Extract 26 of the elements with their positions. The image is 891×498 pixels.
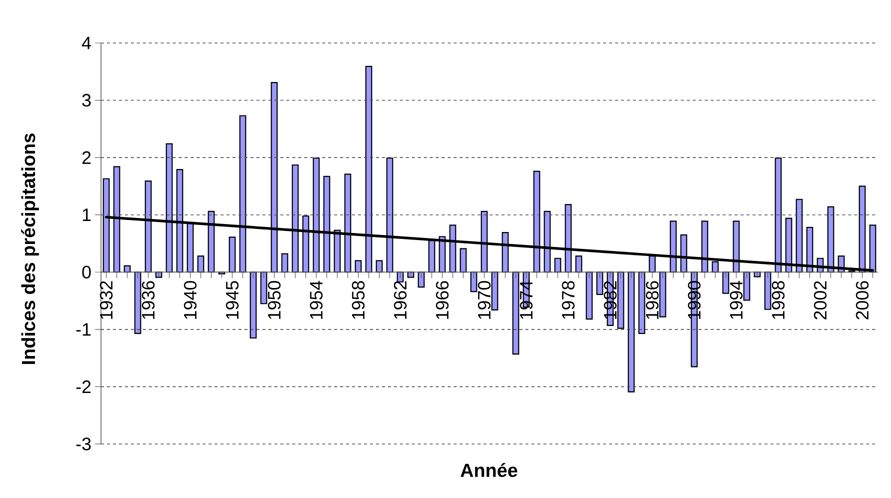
x-tick-label: 1954 bbox=[310, 280, 323, 319]
x-tick-label: 1958 bbox=[352, 281, 365, 319]
x-tick-label: 1962 bbox=[394, 281, 407, 319]
y-tick-label: 1 bbox=[82, 208, 91, 222]
x-tick-label: 1936 bbox=[142, 281, 155, 319]
x-tick-label: 1998 bbox=[772, 281, 785, 319]
y-tick-label: 4 bbox=[82, 36, 91, 50]
y-tick-label: -1 bbox=[76, 323, 91, 336]
x-tick-label: 1970 bbox=[478, 281, 491, 319]
x-tick-label: 1940 bbox=[184, 281, 197, 319]
x-axis-title: Année bbox=[460, 462, 518, 478]
y-tick-label: 2 bbox=[82, 151, 91, 164]
x-tick-label: 1932 bbox=[100, 281, 113, 319]
x-tick-label: 1986 bbox=[646, 281, 659, 319]
y-axis-title: Indices des précipitations bbox=[21, 134, 39, 364]
x-tick-label: 1950 bbox=[268, 281, 281, 319]
x-tick-label: 1978 bbox=[562, 281, 575, 319]
y-tick-label: -3 bbox=[76, 438, 91, 450]
x-tick-label: 1994 bbox=[730, 280, 743, 319]
x-tick-label: 1945 bbox=[226, 281, 239, 319]
y-tick-label: -2 bbox=[76, 380, 91, 393]
y-tick-label: 0 bbox=[82, 266, 91, 278]
x-tick-label: 2002 bbox=[814, 281, 827, 320]
x-tick-label: 2006 bbox=[856, 281, 869, 320]
y-tick-label: 3 bbox=[82, 94, 91, 107]
x-tick-label: 1966 bbox=[436, 281, 449, 319]
